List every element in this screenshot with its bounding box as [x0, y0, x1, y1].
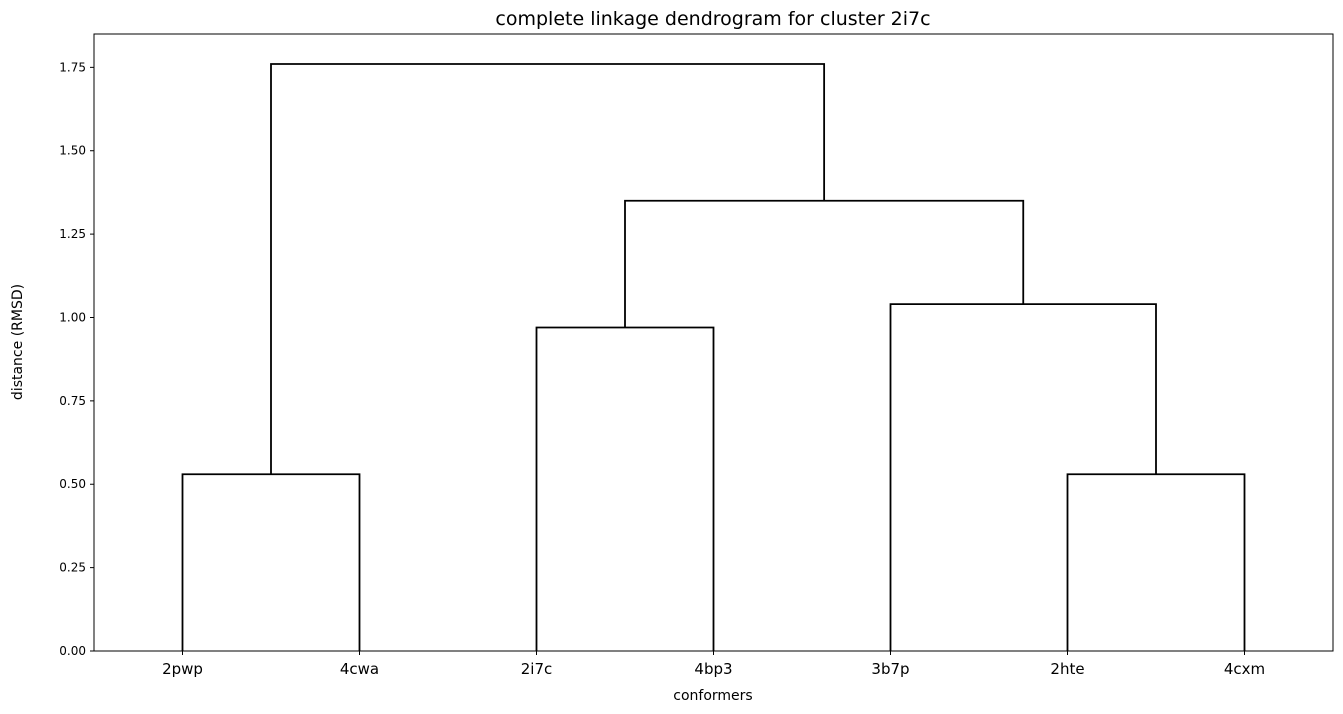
leaf-label-4bp3: 4bp3: [694, 660, 732, 678]
y-tick-label: 1.25: [59, 227, 86, 241]
chart-title: complete linkage dendrogram for cluster …: [495, 8, 930, 30]
leaf-label-2pwp: 2pwp: [162, 660, 203, 678]
dendrogram-link-2: [535, 326, 715, 651]
x-axis-ticks: 2pwp 4cwa 2i7c 4bp3 3b7p 2hte 4cxm: [162, 651, 1265, 678]
y-tick-label: 1.75: [59, 60, 86, 74]
x-axis-label: conformers: [673, 688, 752, 704]
leaf-label-4cxm: 4cxm: [1224, 660, 1265, 678]
leaf-label-2hte: 2hte: [1050, 660, 1084, 678]
dendrogram-links: [181, 63, 1246, 651]
leaf-label-4cwa: 4cwa: [340, 660, 379, 678]
y-tick-label: 0.50: [59, 477, 86, 491]
dendrogram-link-1: [181, 473, 361, 651]
dendrogram-link-6: [270, 63, 826, 475]
y-tick-label: 0.75: [59, 394, 86, 408]
y-tick-label: 0.25: [59, 561, 86, 575]
y-tick-label: 1.00: [59, 310, 86, 324]
dendrogram-link-4: [889, 303, 1157, 651]
y-tick-label: 0.00: [59, 644, 86, 658]
leaf-label-3b7p: 3b7p: [871, 660, 909, 678]
y-axis-label: distance (RMSD): [10, 284, 26, 400]
y-tick-label: 1.50: [59, 144, 86, 158]
dendrogram-link-5: [624, 199, 1025, 328]
leaf-label-2i7c: 2i7c: [521, 660, 553, 678]
y-axis-ticks: 0.00 0.25 0.50 0.75 1.00 1.25 1.50 1.75: [59, 60, 94, 658]
dendrogram-link-3: [1066, 473, 1246, 651]
